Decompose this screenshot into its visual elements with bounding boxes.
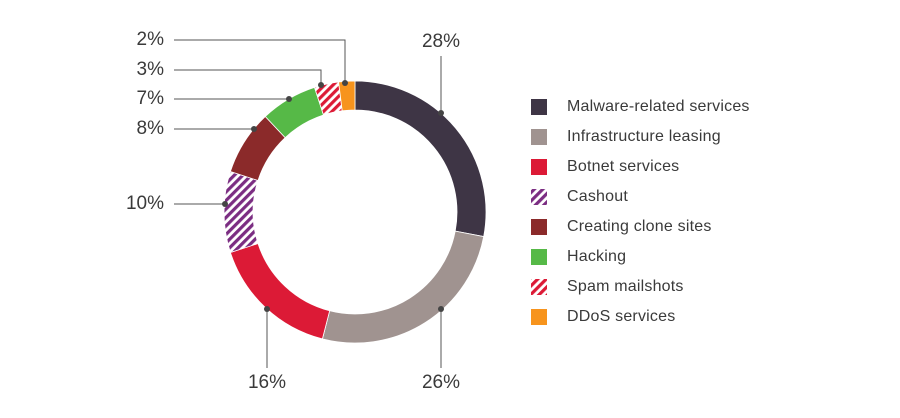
legend-swatch-cashout [531,189,547,205]
legend-swatch-ddos-services [531,309,547,325]
leader-dot-ddos-services [342,80,348,86]
leader-dot-cashout [222,201,228,207]
slice-infrastructure-leasing [321,230,485,344]
legend-item-hacking: Hacking [531,248,626,265]
legend-swatch-infrastructure-leasing [531,129,547,145]
value-label-botnet-services: 16% [248,372,286,393]
legend-swatch-hacking [531,249,547,265]
leader-dot-infrastructure-leasing [438,306,444,312]
legend-label-botnet-services: Botnet services [567,158,679,175]
slice-malware-related-services [354,80,487,238]
value-label-infrastructure-leasing: 26% [422,372,460,393]
value-label-spam-mailshots: 3% [137,59,165,80]
legend-item-creating-clone-sites: Creating clone sites [531,218,712,235]
legend-item-malware-related-services: Malware-related services [531,98,750,115]
leader-dot-botnet-services [264,306,270,312]
legend-item-ddos-services: DDoS services [531,308,675,325]
legend-swatch-creating-clone-sites [531,219,547,235]
value-label-malware-related-services: 28% [422,31,460,52]
value-label-cashout: 10% [126,193,164,214]
leader-dot-spam-mailshots [318,82,324,88]
leader-dot-hacking [286,96,292,102]
value-label-ddos-services: 2% [137,29,165,50]
legend-label-infrastructure-leasing: Infrastructure leasing [567,128,721,145]
slice-cashout [223,171,259,253]
legend-swatch-malware-related-services [531,99,547,115]
legend-label-hacking: Hacking [567,248,626,265]
leader-line-ddos-services [174,39,346,83]
legend-item-cashout: Cashout [531,188,628,205]
legend-swatch-botnet-services [531,159,547,175]
legend-label-creating-clone-sites: Creating clone sites [567,218,712,235]
value-labels: 28% 26% 16% 10% 8% 7% 3% 2% [126,29,460,393]
slice-botnet-services [229,243,331,340]
legend-item-spam-mailshots: Spam mailshots [531,278,684,295]
value-label-creating-clone-sites: 8% [137,118,165,139]
leader-dot-malware-related-services [438,110,444,116]
leader-dot-creating-clone-sites [251,126,257,132]
donut-slices [223,80,487,344]
legend-swatch-spam-mailshots [531,279,547,295]
legend-label-cashout: Cashout [567,188,628,205]
legend-item-infrastructure-leasing: Infrastructure leasing [531,128,721,145]
leader-lines [174,39,444,368]
legend-label-ddos-services: DDoS services [567,308,675,325]
legend: Malware-related services Infrastructure l… [531,98,750,325]
legend-label-malware-related-services: Malware-related services [567,98,750,115]
legend-label-spam-mailshots: Spam mailshots [567,278,684,295]
value-label-hacking: 7% [137,88,165,109]
leader-line-spam-mailshots [174,69,322,85]
legend-item-botnet-services: Botnet services [531,158,679,175]
